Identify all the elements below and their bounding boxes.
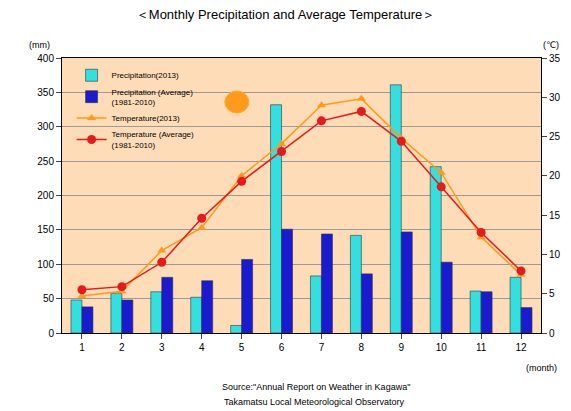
svg-text:350: 350 <box>37 87 54 98</box>
svg-text:Takamatsu Local Meteorological: Takamatsu Local Meteorological Observato… <box>224 397 405 407</box>
svg-text:300: 300 <box>37 121 54 132</box>
svg-text:Precipitation (Average)(1981-2: Precipitation (Average)(1981-2010) <box>112 88 194 107</box>
svg-text:Temperature(2013): Temperature(2013) <box>112 114 180 123</box>
svg-text:30: 30 <box>549 92 561 103</box>
svg-text:9: 9 <box>399 342 405 353</box>
svg-text:10: 10 <box>549 249 561 260</box>
svg-text:(℃): (℃) <box>543 40 559 50</box>
svg-text:0: 0 <box>549 328 555 339</box>
svg-text:200: 200 <box>37 190 54 201</box>
svg-text:6: 6 <box>279 342 285 353</box>
svg-text:150: 150 <box>37 224 54 235</box>
svg-text:(month): (month) <box>526 363 557 373</box>
svg-text:10: 10 <box>436 342 448 353</box>
svg-text:35: 35 <box>549 53 561 64</box>
svg-text:15: 15 <box>549 210 561 221</box>
svg-text:5: 5 <box>549 288 555 299</box>
svg-text:25: 25 <box>549 131 561 142</box>
svg-text:2: 2 <box>119 342 125 353</box>
svg-text:400: 400 <box>37 53 54 64</box>
svg-text:8: 8 <box>359 342 365 353</box>
svg-text:Source:"Annual Report on Weath: Source:"Annual Report on Weather in Kaga… <box>222 382 410 392</box>
svg-text:12: 12 <box>515 342 527 353</box>
svg-text:1: 1 <box>79 342 85 353</box>
svg-text:4: 4 <box>199 342 205 353</box>
svg-text:20: 20 <box>549 170 561 181</box>
svg-text:11: 11 <box>476 342 487 353</box>
svg-text:Precipitation(2013): Precipitation(2013) <box>112 71 179 80</box>
svg-text:3: 3 <box>159 342 165 353</box>
svg-text:7: 7 <box>319 342 325 353</box>
svg-text:100: 100 <box>37 259 54 270</box>
svg-text:5: 5 <box>239 342 245 353</box>
svg-text:Temperature (Average)(1981-201: Temperature (Average)(1981-2010) <box>112 130 194 149</box>
svg-text:＜Monthly Precipitation and Ave: ＜Monthly Precipitation and Average Tempe… <box>136 7 435 22</box>
svg-text:50: 50 <box>43 293 55 304</box>
svg-text:250: 250 <box>37 156 54 167</box>
svg-text:(mm): (mm) <box>29 40 50 50</box>
svg-text:0: 0 <box>48 328 54 339</box>
